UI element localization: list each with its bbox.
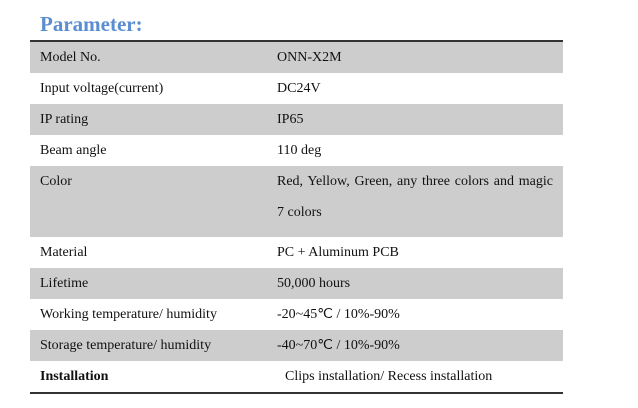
table-row: Color Red, Yellow, Green, any three color… bbox=[30, 166, 563, 237]
table-row: Lifetime 50,000 hours bbox=[30, 268, 563, 299]
param-name: Beam angle bbox=[40, 142, 107, 158]
table-row: IP rating IP65 bbox=[30, 104, 563, 135]
param-name: Installation bbox=[40, 368, 109, 384]
param-value: ONN-X2M bbox=[277, 41, 563, 73]
param-value: Red, Yellow, Green, any three colors and… bbox=[277, 166, 563, 237]
table-row: Material PC + Aluminum PCB bbox=[30, 237, 563, 268]
param-value: IP65 bbox=[277, 104, 563, 135]
param-name: Color bbox=[30, 166, 277, 237]
parameter-table: Model No. ONN-X2M Input voltage(current) DC… bbox=[30, 40, 563, 394]
param-name: Storage temperature/ humidity bbox=[30, 330, 277, 361]
param-name: Input voltage(current) bbox=[40, 80, 164, 96]
param-name: Working temperature/ humidity bbox=[40, 306, 217, 322]
param-value: 110 deg bbox=[277, 142, 322, 158]
table-row: Working temperature/ humidity -20~45℃ / 1… bbox=[30, 299, 563, 330]
param-name: Model No. bbox=[30, 41, 277, 73]
table-row: Installation Clips installation/ Recess i… bbox=[30, 361, 563, 393]
param-name: IP rating bbox=[30, 104, 277, 135]
table-row: Model No. ONN-X2M bbox=[30, 41, 563, 73]
param-value: -40~70℃ / 10%-90% bbox=[277, 330, 563, 361]
title: Parameter: bbox=[40, 12, 143, 36]
table-row: Input voltage(current) DC24V bbox=[30, 73, 563, 104]
param-value: PC + Aluminum PCB bbox=[277, 244, 399, 260]
param-value: DC24V bbox=[277, 80, 321, 96]
param-value: 50,000 hours bbox=[277, 268, 563, 299]
table-row: Beam angle 110 deg bbox=[30, 135, 563, 166]
param-name: Material bbox=[40, 244, 88, 260]
param-value: -20~45℃ / 10%-90% bbox=[277, 307, 400, 322]
table-row: Storage temperature/ humidity -40~70℃ / 1… bbox=[30, 330, 563, 361]
param-name: Lifetime bbox=[30, 268, 277, 299]
param-value: Clips installation/ Recess installation bbox=[285, 368, 493, 384]
